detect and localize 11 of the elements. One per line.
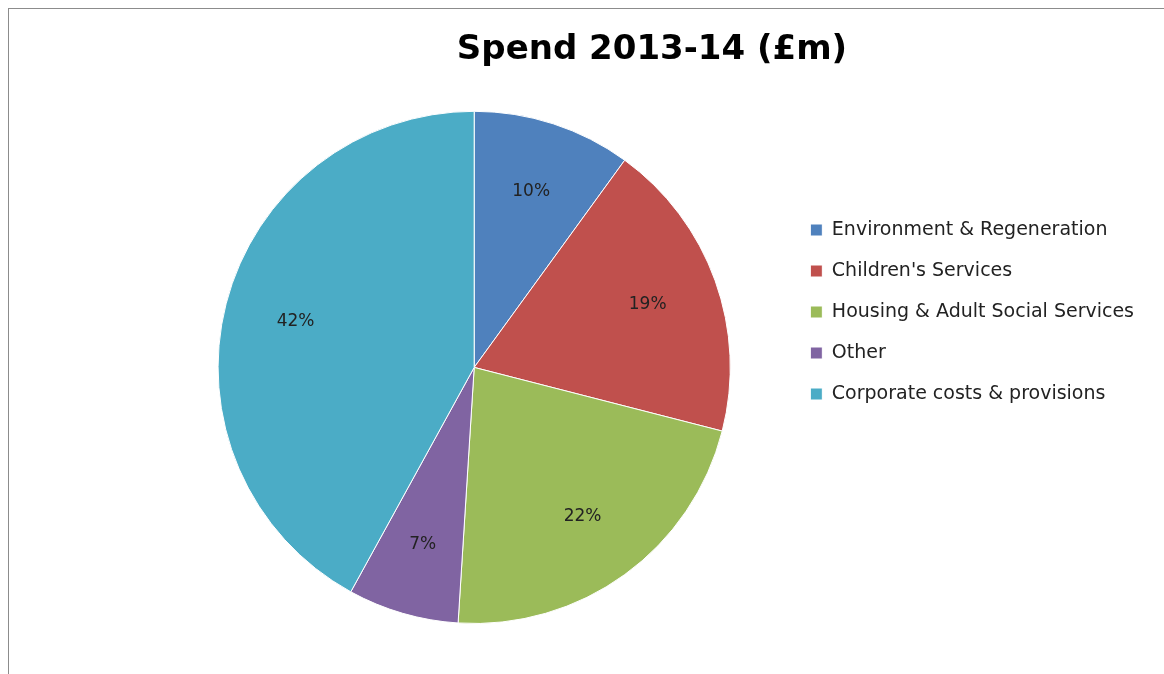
data-label: 22%	[563, 505, 602, 525]
data-label: 19%	[628, 293, 667, 314]
legend-label: Environment & Regeneration	[831, 216, 1108, 239]
chart-title: Spend 2013-14 (£m)	[456, 27, 848, 68]
legend-label: Other	[831, 339, 886, 362]
data-label: 42%	[276, 309, 315, 330]
legend-label: Corporate costs & provisions	[831, 380, 1106, 403]
legend-label: Children's Services	[831, 257, 1013, 280]
data-label: 7%	[409, 532, 437, 553]
legend-label: Housing & Adult Social Services	[831, 298, 1134, 321]
data-label: 10%	[512, 180, 551, 201]
